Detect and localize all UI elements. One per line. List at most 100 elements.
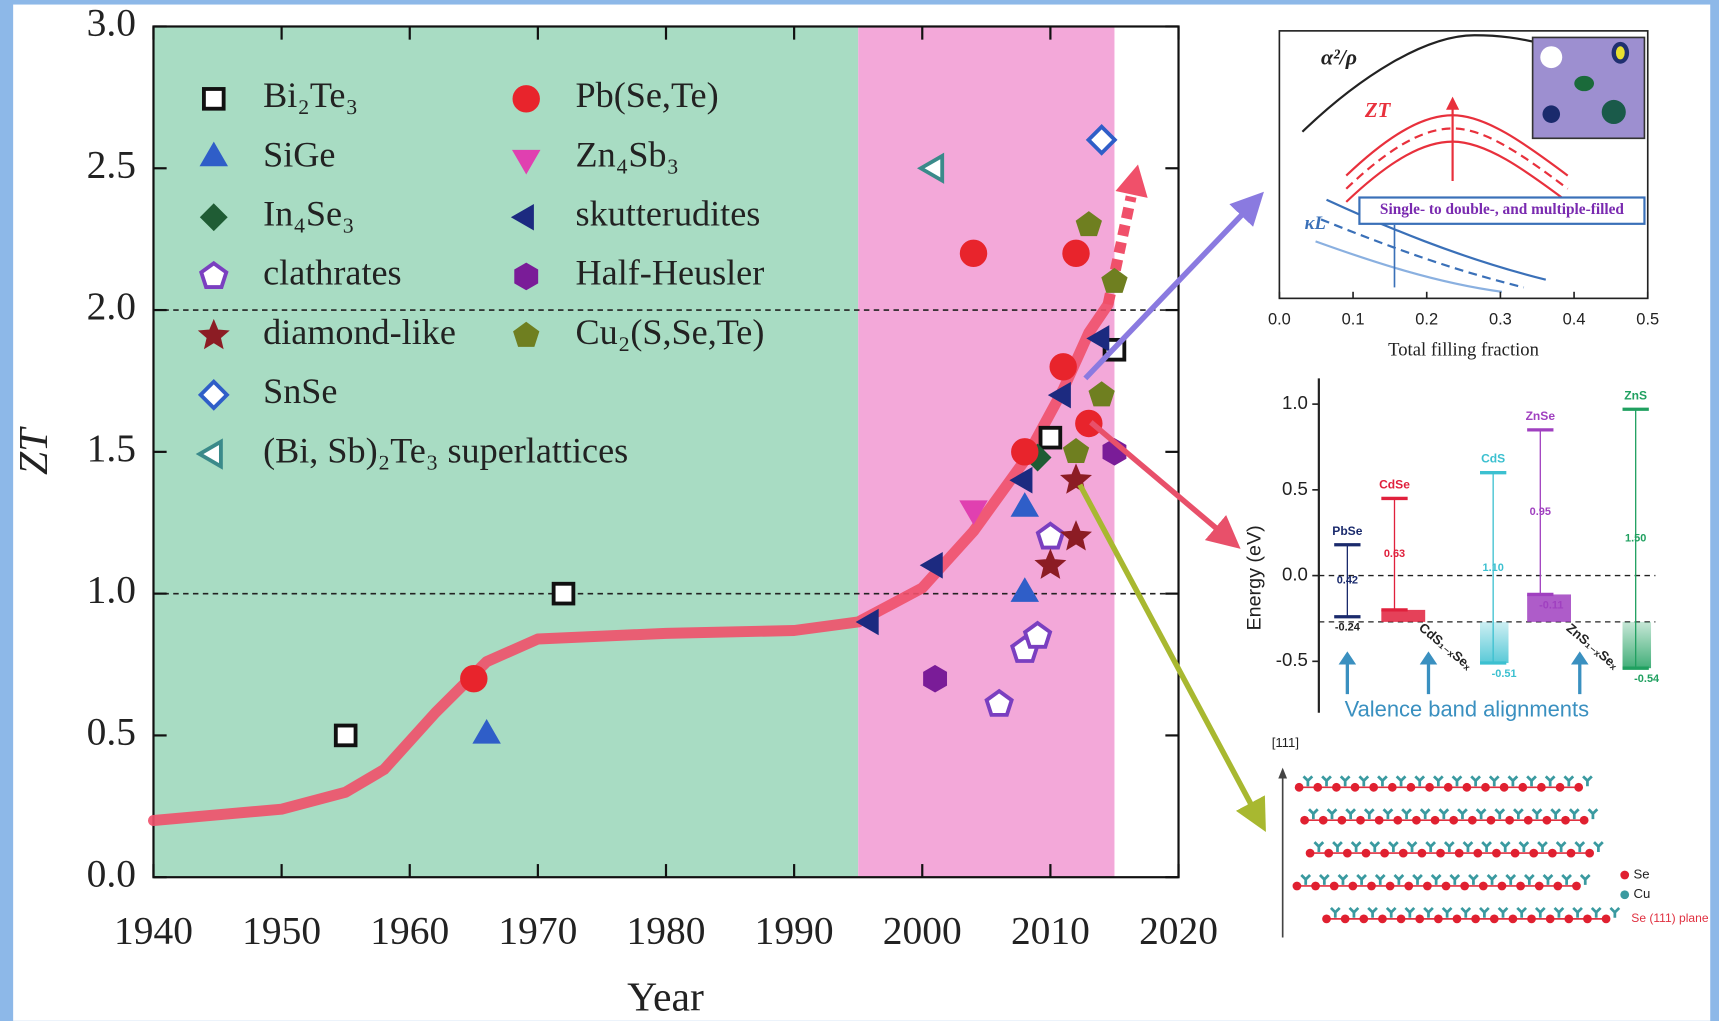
se-atom [1479,882,1488,891]
gap-label: 0.42 [1337,575,1358,587]
se-atom [1343,849,1352,858]
se-atom [1561,816,1570,825]
se-atom [1399,849,1408,858]
se-atom [1386,882,1395,891]
caption: Valence band alignments [1345,696,1589,721]
se-atom [1602,914,1611,923]
x-tick-label: 0.0 [1268,311,1291,329]
x-tick-label: 0.4 [1563,311,1586,329]
x-tick-label: 1940 [114,908,193,952]
se-atom [1542,816,1551,825]
legend-label: In₄Se₃ [263,194,355,234]
se-atom [1574,783,1583,792]
y-tick-label: 0.0 [1282,564,1308,585]
se-atom [1527,914,1536,923]
se-atom [1556,783,1565,792]
marker [1012,439,1038,465]
marker [1050,354,1076,380]
atom [1540,46,1562,68]
se-atom [1388,783,1397,792]
se-atom [1468,816,1477,825]
y-tick-label: 1.0 [87,568,136,612]
x-tick-label: 1950 [242,908,321,952]
se-atom [1553,882,1562,891]
se-atom [1356,816,1365,825]
marker [554,584,574,604]
se-atom [1546,914,1555,923]
curve-label: κL [1305,213,1326,234]
se-atom [1444,783,1453,792]
se-atom [1537,783,1546,792]
vb-label: -0.11 [1539,599,1563,611]
se-atom [1511,849,1520,858]
marker [1041,428,1061,448]
x-tick-label: 0.5 [1636,311,1659,329]
offset-block [1381,610,1425,622]
category-label: CdSe [1379,477,1410,491]
x-tick-label: 2000 [883,908,962,952]
x-tick-label: 1970 [498,908,577,952]
se-atom [1378,914,1387,923]
y-tick-label: 0.5 [87,709,136,753]
se-atom [1453,914,1462,923]
se-atom [1324,849,1333,858]
se-atom [1300,816,1309,825]
y-tick-label: 0.0 [87,851,136,895]
se-atom [1293,882,1302,891]
offset-block [1480,622,1509,663]
se-atom [1418,849,1427,858]
vb-label: -0.24 [1335,622,1361,634]
y-axis-label: ZT [11,426,57,475]
se-atom [1518,783,1527,792]
curve-label: α²/ρ [1321,44,1357,69]
marker [1063,240,1089,266]
se-atom [1535,882,1544,891]
se-atom [1505,816,1514,825]
y-tick-label: 1.0 [1282,392,1308,413]
se-atom [1348,882,1357,891]
offset-block [1623,622,1652,668]
vb-label: -0.54 [1634,673,1660,685]
legend-label: Bi₂Te₃ [263,75,358,115]
marker [336,726,356,746]
se-atom [1380,849,1389,858]
se-atom [1524,816,1533,825]
se-atom [1369,783,1378,792]
category-label: ZnS [1624,388,1647,402]
legend-label: Zn₄Sb₃ [576,134,680,174]
legend-marker [204,89,224,109]
se-atom [1473,849,1482,858]
gap-label: 1.10 [1482,562,1503,574]
se-atom [1367,882,1376,891]
plane-label: Se (111) plane [1631,911,1709,925]
se-atom [1330,882,1339,891]
x-axis-label: Year [627,975,704,1021]
se-atom [1434,914,1443,923]
category-label: ZnSe [1526,409,1556,423]
y-tick-label: 3.0 [87,1,136,45]
curve-label: ZT [1364,98,1392,122]
legend-label: SiGe [263,134,335,174]
y-tick-label: -0.5 [1276,649,1308,670]
se-atom [1295,783,1304,792]
se-atom [1500,783,1509,792]
legend-label: (Bi, Sb)₂Te₃ superlattices [263,430,628,470]
se-atom [1529,849,1538,858]
se-atom [1375,816,1384,825]
legend-label: skutterudites [576,194,761,234]
se-atom [1471,914,1480,923]
legend-label: diamond-like [263,312,456,352]
se-atom [1490,914,1499,923]
se-atom [1509,914,1518,923]
se-atom [1449,816,1458,825]
legend-label: SnSe [263,371,337,411]
se-atom [1583,914,1592,923]
se-atom [1311,882,1320,891]
se-atom [1585,849,1594,858]
axis-label: [111] [1272,735,1299,750]
legend-label: Cu₂(S,Se,Te) [576,312,765,352]
legend-label: clathrates [263,253,402,293]
se-atom [1407,783,1416,792]
x-tick-label: 0.3 [1489,311,1512,329]
